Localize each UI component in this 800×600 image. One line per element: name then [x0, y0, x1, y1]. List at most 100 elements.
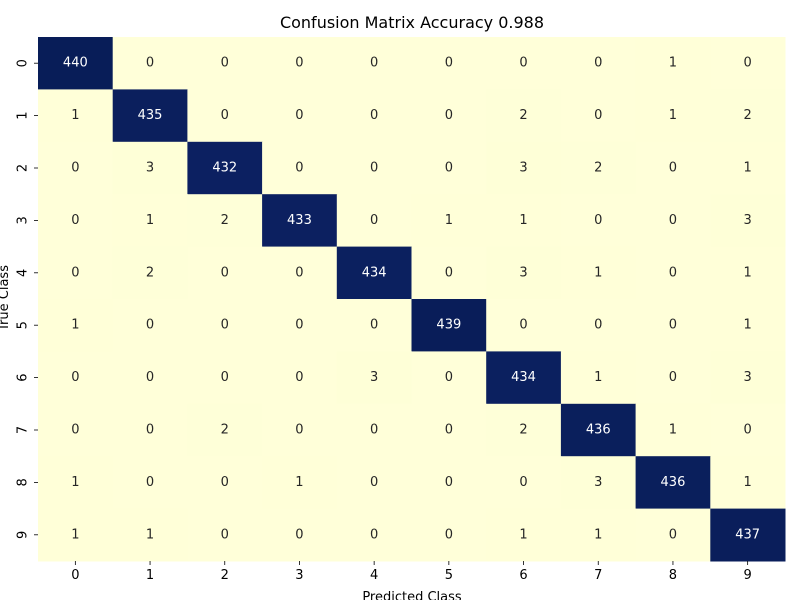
heatmap-cell-5-6	[486, 299, 562, 352]
cell-value-label: 1	[71, 318, 79, 333]
x-tick-label: 7	[594, 568, 602, 583]
heatmap-cell-8-8	[635, 456, 711, 510]
heatmap-cell-4-8	[635, 246, 711, 300]
cell-value-label: 0	[71, 213, 79, 228]
cell-value-label: 434	[362, 265, 387, 280]
cell-value-label: 0	[669, 370, 677, 385]
cell-value-label: 0	[669, 213, 677, 228]
cell-value-label: 0	[295, 423, 303, 438]
x-tick-label: 4	[370, 568, 378, 583]
cell-value-label: 0	[594, 213, 602, 228]
heatmap-cell-4-0	[38, 246, 114, 300]
y-axis-ticks: 0 1 2 3 4 5 6 7 8 9	[16, 59, 38, 539]
heatmap-cell-8-1	[112, 456, 188, 510]
heatmap-cell-2-0	[38, 141, 114, 195]
heatmap-cell-3-1	[112, 194, 188, 248]
cell-value-label: 0	[295, 370, 303, 385]
heatmap-cell-5-0	[38, 299, 114, 352]
heatmap-cell-4-5	[411, 246, 487, 300]
heatmap-cell-8-5	[411, 456, 487, 510]
heatmap-cell-6-4	[336, 351, 412, 405]
x-tick-label: 5	[445, 568, 453, 583]
cell-value-label: 1	[669, 423, 677, 438]
heatmap-cell-3-2	[187, 194, 263, 248]
y-axis-label: True Class	[0, 265, 12, 332]
cell-value-label: 0	[146, 318, 154, 333]
heatmap-cell-1-9	[710, 89, 786, 143]
cell-value-label: 0	[295, 318, 303, 333]
cell-value-label: 0	[519, 475, 527, 490]
cell-value-label: 0	[71, 370, 79, 385]
cell-value-label: 0	[221, 370, 229, 385]
cell-value-label: 436	[586, 423, 611, 438]
heatmap-cell-9-4	[336, 508, 412, 562]
cell-value-label: 2	[744, 108, 752, 123]
heatmap-cell-5-7	[560, 299, 637, 352]
heatmap-cell-3-0	[38, 194, 114, 248]
heatmap-cell-0-6	[486, 37, 562, 90]
cell-value-label: 0	[221, 108, 229, 123]
chart-title: Confusion Matrix Accuracy 0.988	[280, 13, 544, 32]
heatmap-cell-2-5	[411, 141, 487, 195]
heatmap-cell-9-3	[262, 508, 338, 562]
heatmap-cell-3-7	[560, 194, 637, 248]
heatmap-cell-4-3	[262, 246, 338, 300]
heatmap-cell-1-8	[635, 89, 711, 143]
cell-value-label: 3	[370, 370, 378, 385]
x-tick-label: 6	[519, 568, 527, 583]
cell-value-label: 1	[146, 213, 154, 228]
cell-value-label: 1	[71, 527, 79, 542]
cell-value-label: 0	[445, 475, 453, 490]
cell-value-label: 3	[744, 370, 752, 385]
heatmap-cell-0-8	[635, 37, 711, 90]
cell-value-label: 1	[71, 475, 79, 490]
heatmap-cell-7-4	[336, 403, 412, 457]
heatmap-cell-6-5	[411, 351, 487, 405]
heatmap-cell-7-9	[710, 403, 786, 457]
heatmap-cell-4-4	[336, 246, 412, 300]
heatmap-cell-5-5	[411, 299, 487, 352]
heatmap-cell-5-8	[635, 299, 711, 352]
y-tick-label: 8	[16, 478, 31, 486]
cell-value-label: 0	[146, 56, 154, 71]
heatmap-cell-6-0	[38, 351, 114, 405]
cell-value-label: 0	[295, 161, 303, 176]
y-tick-label: 7	[16, 426, 31, 434]
cell-value-label: 0	[370, 161, 378, 176]
heatmap-cell-6-2	[187, 351, 263, 405]
heatmap-cells: 440 0 0 0 0 0 0 0 1 0 1 435 0 0 0 0 2 0 1 2 0 3 432 0 0 0 3 2 0 1 0 1 2 4…	[38, 37, 786, 562]
cell-value-label: 0	[669, 161, 677, 176]
heatmap-cell-8-9	[710, 456, 786, 510]
cell-value-label: 440	[63, 56, 88, 71]
heatmap-cell-9-9	[710, 508, 786, 562]
heatmap-cell-3-8	[635, 194, 711, 248]
cell-value-label: 0	[669, 265, 677, 280]
heatmap-cell-0-7	[560, 37, 637, 90]
cell-value-label: 1	[295, 475, 303, 490]
y-tick-label: 9	[16, 531, 31, 539]
heatmap-cell-2-1	[112, 141, 188, 195]
heatmap-cell-8-2	[187, 456, 263, 510]
cell-value-label: 0	[744, 56, 752, 71]
y-tick-label: 3	[16, 216, 31, 224]
heatmap-cell-9-0	[38, 508, 114, 562]
cell-value-label: 3	[519, 265, 527, 280]
heatmap-cell-6-8	[635, 351, 711, 405]
cell-value-label: 0	[71, 265, 79, 280]
x-tick-label: 2	[221, 568, 229, 583]
cell-value-label: 0	[221, 527, 229, 542]
cell-value-label: 0	[146, 475, 154, 490]
heatmap-cell-6-1	[112, 351, 188, 405]
cell-value-label: 0	[370, 213, 378, 228]
heatmap-cell-0-1	[112, 37, 188, 90]
heatmap-cell-4-7	[560, 246, 637, 300]
cell-value-label: 1	[146, 527, 154, 542]
heatmap-cell-9-2	[187, 508, 263, 562]
heatmap-cell-8-0	[38, 456, 114, 510]
cell-value-label: 0	[594, 318, 602, 333]
cell-value-label: 0	[370, 318, 378, 333]
y-tick-label: 0	[16, 59, 31, 67]
cell-value-label: 1	[519, 213, 527, 228]
heatmap-cell-1-3	[262, 89, 338, 143]
heatmap-cell-1-0	[38, 89, 114, 143]
